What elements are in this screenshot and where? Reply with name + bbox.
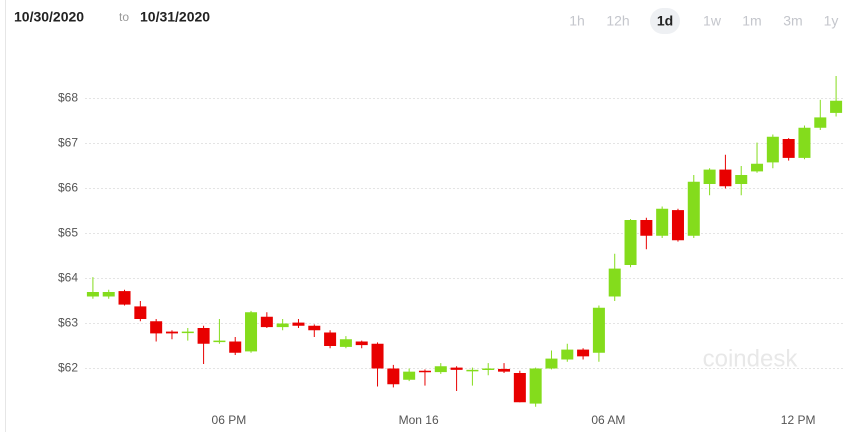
candle-body (197, 328, 210, 344)
candle-body (403, 371, 416, 380)
y-tick-label: $63 (58, 316, 78, 330)
candle-body (719, 169, 732, 187)
candle-body (339, 339, 352, 347)
candle-body (86, 292, 99, 297)
candle-body (498, 368, 511, 372)
candle-body (292, 322, 305, 326)
y-tick-label: $65 (58, 226, 78, 240)
candle-body (687, 181, 700, 236)
candle-body (213, 340, 226, 343)
date-sep: to (119, 10, 129, 24)
range-selector: 1h 12h 1d 1w 1m 3m 1y (569, 8, 838, 34)
plot: $62 $63 $64 $65 $66 $67 $68 06 PM Mon 16 06 AM 12 … (58, 76, 844, 427)
candle-body (418, 370, 431, 373)
x-tick-label: 12 PM (781, 413, 816, 427)
candle-body (260, 316, 273, 328)
candle-body (229, 341, 242, 353)
candle-body (181, 331, 194, 334)
candle-body (751, 163, 764, 172)
candle-body (798, 127, 811, 158)
candle-body (830, 100, 843, 113)
y-tick-label: $64 (58, 271, 78, 285)
candle-body (450, 367, 463, 370)
candle-body (529, 368, 542, 404)
candle-body (466, 369, 479, 372)
range-button[interactable]: 1d (657, 13, 673, 29)
candle-body (782, 139, 795, 158)
candle-body (308, 325, 321, 331)
candle-body (387, 368, 400, 385)
candle-body (735, 175, 748, 184)
candle-body (134, 306, 147, 319)
candle-body (561, 349, 574, 360)
y-tick-label: $67 (58, 136, 78, 150)
candle-body (513, 373, 526, 403)
candle-body (434, 366, 447, 373)
y-tick-label: $68 (58, 91, 78, 105)
candle-body (624, 220, 637, 265)
candle-body (150, 321, 163, 334)
range-button[interactable]: 3m (783, 13, 802, 29)
candle-body (118, 291, 131, 305)
candle-body (245, 312, 258, 352)
candle-body (640, 220, 653, 236)
watermark: coindesk (703, 345, 799, 372)
y-tick-label: $62 (58, 361, 78, 375)
candle-body (102, 292, 115, 297)
candle-body (656, 208, 669, 236)
candle-body (592, 307, 605, 353)
x-tick-label: 06 AM (591, 413, 625, 427)
candle-body (355, 341, 368, 346)
range-highlight (650, 8, 680, 34)
candle-body (814, 117, 827, 128)
range-button[interactable]: 12h (606, 13, 629, 29)
x-tick-label: Mon 16 (399, 413, 439, 427)
date-to: 10/31/2020 (140, 9, 210, 25)
x-tick-label: 06 PM (212, 413, 247, 427)
candle-body (671, 210, 684, 241)
range-button[interactable]: 1m (742, 13, 761, 29)
range-button[interactable]: 1h (569, 13, 585, 29)
candle-body (371, 343, 384, 369)
candle-body (165, 331, 178, 334)
candle-body (608, 268, 621, 297)
candle-body (577, 349, 590, 357)
date-from: 10/30/2020 (14, 9, 84, 25)
candle-body (766, 136, 779, 163)
candle-body (324, 332, 337, 346)
candle-body (482, 368, 495, 370)
candle-body (545, 358, 558, 369)
y-tick-label: $66 (58, 181, 78, 195)
range-button[interactable]: 1w (703, 13, 722, 29)
candle-body (703, 169, 716, 184)
candle-body (276, 323, 289, 328)
range-button[interactable]: 1y (824, 13, 839, 29)
